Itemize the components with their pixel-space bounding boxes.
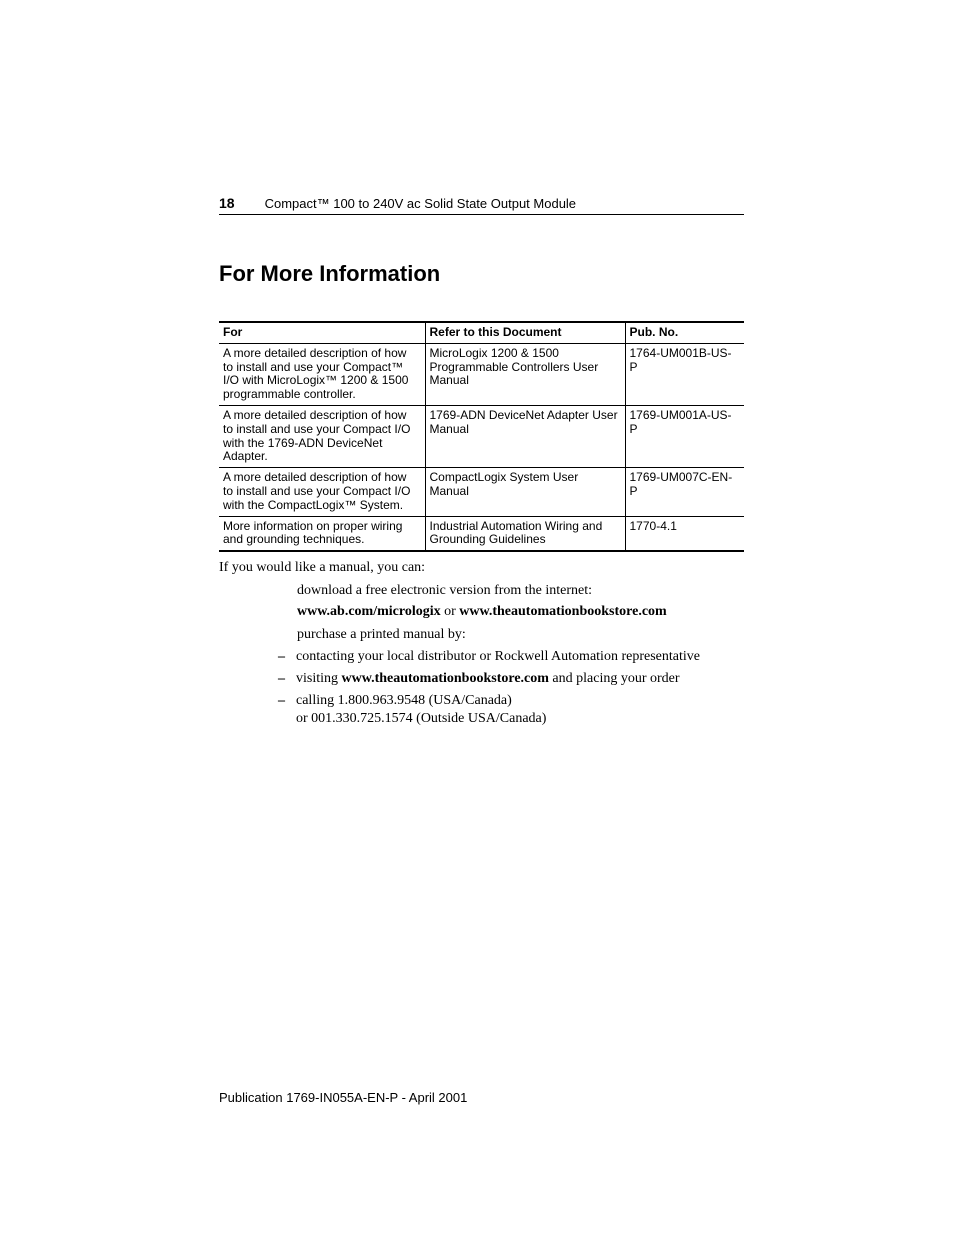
list-text-suffix: and placing your order bbox=[549, 671, 680, 686]
list-item: calling 1.800.963.9548 (USA/Canada) or 0… bbox=[278, 692, 744, 730]
cell-doc: Industrial Automation Wiring and Groundi… bbox=[425, 516, 625, 551]
col-header-pub: Pub. No. bbox=[625, 322, 744, 343]
download-line: download a free electronic version from … bbox=[297, 582, 744, 601]
cell-doc: CompactLogix System User Manual bbox=[425, 468, 625, 516]
list-text-prefix: visiting bbox=[296, 671, 342, 686]
page-number: 18 bbox=[219, 195, 235, 211]
list-text-line2: or 001.330.725.1574 (Outside USA/Canada) bbox=[296, 711, 546, 726]
cell-for: A more detailed description of how to in… bbox=[219, 468, 425, 516]
table-row: A more detailed description of how to in… bbox=[219, 468, 744, 516]
table-row: A more detailed description of how to in… bbox=[219, 405, 744, 467]
cell-for: A more detailed description of how to in… bbox=[219, 405, 425, 467]
cell-pub: 1770-4.1 bbox=[625, 516, 744, 551]
document-page: 18 Compact™ 100 to 240V ac Solid State O… bbox=[0, 0, 954, 1235]
list-text-line1: calling 1.800.963.9548 (USA/Canada) bbox=[296, 693, 512, 708]
intro-text: If you would like a manual, you can: bbox=[219, 559, 744, 578]
list-text: contacting your local distributor or Roc… bbox=[296, 649, 700, 664]
table-row: A more detailed description of how to in… bbox=[219, 343, 744, 405]
running-title: Compact™ 100 to 240V ac Solid State Outp… bbox=[265, 196, 576, 211]
download-links: www.ab.com/micrologix or www.theautomati… bbox=[297, 603, 744, 622]
section-title: For More Information bbox=[219, 261, 744, 287]
table-row: More information on proper wiring and gr… bbox=[219, 516, 744, 551]
cell-doc: 1769-ADN DeviceNet Adapter User Manual bbox=[425, 405, 625, 467]
list-item: contacting your local distributor or Roc… bbox=[278, 648, 744, 667]
link-bookstore: www.theautomationbookstore.com bbox=[342, 671, 549, 686]
or-word: or bbox=[441, 604, 460, 619]
publication-footer: Publication 1769-IN055A-EN-P - April 200… bbox=[219, 1090, 467, 1105]
link-bookstore: www.theautomationbookstore.com bbox=[459, 604, 666, 619]
cell-pub: 1769-UM001A-US-P bbox=[625, 405, 744, 467]
col-header-doc: Refer to this Document bbox=[425, 322, 625, 343]
table-header-row: For Refer to this Document Pub. No. bbox=[219, 322, 744, 343]
purchase-line: purchase a printed manual by: bbox=[297, 626, 744, 645]
reference-table: For Refer to this Document Pub. No. A mo… bbox=[219, 321, 744, 552]
cell-for: A more detailed description of how to in… bbox=[219, 343, 425, 405]
cell-for: More information on proper wiring and gr… bbox=[219, 516, 425, 551]
list-item: visiting www.theautomationbookstore.com … bbox=[278, 670, 744, 689]
cell-pub: 1764-UM001B-US-P bbox=[625, 343, 744, 405]
col-header-for: For bbox=[219, 322, 425, 343]
link-micrologix: www.ab.com/micrologix bbox=[297, 604, 441, 619]
purchase-sublist: contacting your local distributor or Roc… bbox=[278, 648, 744, 730]
cell-pub: 1769-UM007C-EN-P bbox=[625, 468, 744, 516]
cell-doc: MicroLogix 1200 & 1500 Programmable Cont… bbox=[425, 343, 625, 405]
running-header: 18 Compact™ 100 to 240V ac Solid State O… bbox=[219, 195, 744, 215]
